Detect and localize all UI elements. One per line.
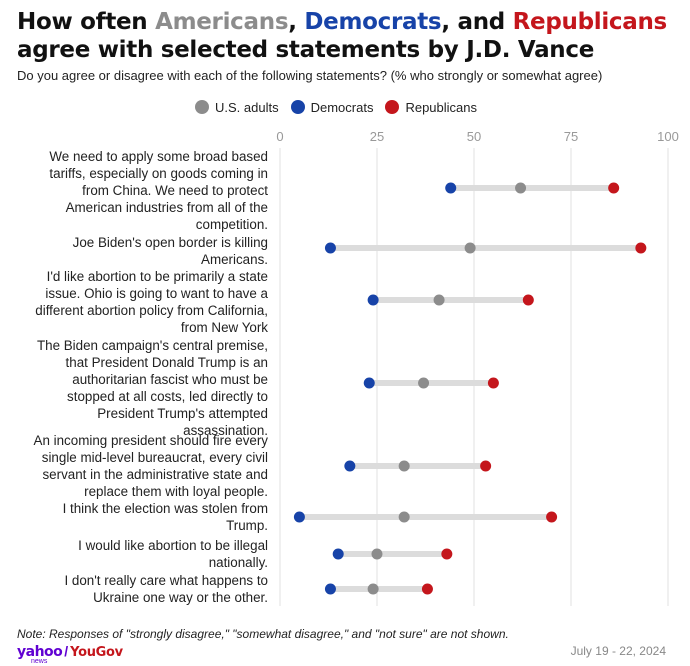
row-label-5: I think the election was stolen from Trum…: [6, 500, 268, 534]
legend: U.S. adults Democrats Republicans: [195, 97, 489, 117]
row-label-line: I think the election was stolen from: [62, 501, 268, 516]
row-label-line: competition.: [195, 217, 268, 232]
point-us-adults-3: [418, 377, 430, 389]
point-democrats-6: [332, 548, 344, 560]
row-label-line: Trump.: [226, 518, 268, 533]
logo-yahoo: yahoo: [17, 644, 63, 660]
point-us-adults-4: [398, 460, 410, 472]
point-republicans-1: [635, 242, 647, 254]
logo-separator: /: [64, 643, 69, 659]
row-label-line: issue. Ohio is going to want to have a: [45, 286, 268, 301]
point-republicans-3: [487, 377, 499, 389]
x-tick-label-0: 0: [276, 129, 283, 144]
row-label-line: tariffs, especially on goods coming in: [49, 166, 268, 181]
point-republicans-6: [441, 548, 453, 560]
row-label-line: Joe Biden's open border is killing: [72, 235, 268, 250]
title-comma: ,: [288, 9, 305, 35]
row-label-line: nationally.: [208, 555, 268, 570]
point-democrats-0: [445, 182, 457, 194]
title-republicans: Republicans: [512, 9, 668, 35]
row-label-line: Americans.: [201, 252, 268, 267]
row-label-line: We need to apply some broad based: [49, 149, 268, 164]
legend-dot-us-adults: [195, 100, 209, 114]
logo-yougov: YouGov: [70, 645, 123, 660]
point-republicans-2: [522, 294, 534, 306]
legend-label-us-adults: U.S. adults: [215, 99, 279, 115]
row-label-line: I don't really care what happens to: [64, 573, 268, 588]
row-label-1: Joe Biden's open border is killing Americ…: [6, 234, 268, 268]
point-us-adults-7: [367, 583, 379, 595]
point-democrats-1: [324, 242, 336, 254]
point-republicans-4: [480, 460, 492, 472]
point-us-adults-2: [433, 294, 445, 306]
row-label-line: American industries from all of the: [65, 200, 268, 215]
row-label-line: that President Donald Trump is an: [65, 355, 268, 370]
logo-news: news: [31, 658, 48, 665]
x-tick-label-75: 75: [564, 129, 578, 144]
row-label-line: single mid-level bureaucrat, every civil: [41, 450, 268, 465]
row-label-0: We need to apply some broad based tariffs…: [6, 148, 268, 233]
legend-label-republicans: Republicans: [405, 99, 477, 115]
row-label-line: authoritarian fascist who must be: [72, 372, 268, 387]
row-label-line: stopped at all costs, led directly to: [67, 389, 268, 404]
row-label-3: The Biden campaign's central premise, tha…: [6, 337, 268, 439]
point-us-adults-0: [515, 182, 527, 194]
point-us-adults-5: [398, 511, 410, 523]
x-tick-label-100: 100: [657, 129, 679, 144]
survey-date: July 19 - 22, 2024: [570, 644, 666, 658]
title-line2: agree with selected statements by J.D. V…: [17, 37, 595, 63]
point-democrats-2: [367, 294, 379, 306]
point-democrats-4: [344, 460, 356, 472]
row-label-7: I don't really care what happens to Ukrai…: [6, 572, 268, 606]
legend-item-democrats: Democrats: [290, 99, 374, 115]
point-republicans-0: [608, 182, 620, 194]
row-label-line: An incoming president should fire every: [33, 433, 268, 448]
point-democrats-5: [293, 511, 305, 523]
title-text-pre: How often: [17, 9, 156, 35]
row-label-line: The Biden campaign's central premise,: [36, 338, 268, 353]
row-label-line: assassination.: [183, 423, 268, 438]
row-label-4: An incoming president should fire every s…: [6, 432, 268, 500]
row-label-6: I would like abortion to be illegal natio…: [6, 537, 268, 571]
chart-subtitle: Do you agree or disagree with each of th…: [17, 68, 603, 83]
row-label-line: different abortion policy from Californi…: [35, 303, 268, 318]
row-label-2: I'd like abortion to be primarily a stat…: [6, 268, 268, 336]
row-label-line: I'd like abortion to be primarily a stat…: [46, 269, 268, 284]
legend-item-us-adults: U.S. adults: [195, 100, 279, 115]
row-label-line: from China. We need to protect: [82, 183, 268, 198]
row-label-line: President Trump's attempted: [97, 406, 268, 421]
title-democrats: Democrats: [304, 9, 442, 35]
x-tick-label-25: 25: [370, 129, 384, 144]
point-democrats-3: [363, 377, 375, 389]
point-democrats-7: [324, 583, 336, 595]
row-label-line: I would like abortion to be illegal: [78, 538, 268, 553]
point-us-adults-1: [464, 242, 476, 254]
footnote: Note: Responses of "strongly disagree," …: [17, 627, 509, 641]
chart-title: How often Americans, Democrats, and Repu…: [17, 8, 677, 64]
legend-item-republicans: Republicans: [385, 100, 477, 115]
x-tick-label-50: 50: [467, 129, 481, 144]
row-label-line: from New York: [180, 320, 268, 335]
row-label-line: servant in the administrative state and: [42, 467, 268, 482]
legend-dot-republicans: [385, 100, 400, 114]
title-and: , and: [441, 9, 513, 35]
point-republicans-7: [421, 583, 433, 595]
yahoo-yougov-logo: yahoo / YouGov news: [17, 643, 123, 665]
row-label-line: Ukraine one way or the other.: [93, 590, 268, 605]
legend-label-democrats: Democrats: [310, 99, 374, 115]
point-republicans-5: [546, 511, 558, 523]
title-americans: Americans: [155, 9, 289, 35]
row-label-line: replace them with loyal people.: [84, 484, 268, 499]
legend-dot-democrats: [290, 100, 305, 114]
point-us-adults-6: [371, 548, 383, 560]
